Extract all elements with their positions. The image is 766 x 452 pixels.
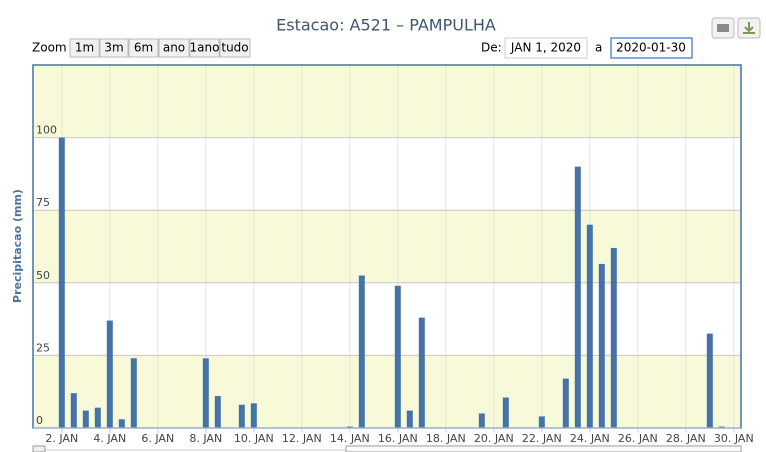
bar	[82, 410, 89, 428]
x-tick-label: 20. JAN	[474, 432, 514, 445]
x-tick-label: 14. JAN	[330, 432, 370, 445]
zoom-button-label: 6m	[134, 41, 153, 55]
x-tick-label: 16. JAN	[378, 432, 418, 445]
zoom-button-label: 3m	[104, 41, 123, 55]
y-tick-label: 25	[36, 341, 50, 354]
plot-band	[33, 210, 741, 283]
bar	[574, 166, 581, 428]
bar	[586, 224, 593, 428]
zoom-button[interactable]	[99, 38, 129, 58]
bar	[406, 410, 413, 428]
y-tick-label: 100	[36, 124, 57, 137]
bar	[598, 263, 605, 428]
navigator	[32, 445, 742, 452]
x-tick-label: 2. JAN	[45, 432, 78, 445]
zoom-button[interactable]	[69, 38, 100, 58]
x-tick-label: 12. JAN	[282, 432, 322, 445]
y-axis-label: Precipitacao (mm)	[11, 189, 24, 303]
zoom-button[interactable]	[158, 38, 190, 58]
export-buttons	[711, 17, 761, 39]
to-input[interactable]	[610, 37, 693, 59]
bar	[358, 275, 365, 428]
bar	[538, 416, 545, 428]
zoom-label: Zoom	[32, 41, 67, 55]
to-label: a	[595, 41, 602, 55]
bar	[70, 393, 77, 428]
bar	[478, 413, 485, 428]
x-tick-label: 26. JAN	[618, 432, 658, 445]
from-value: JAN 1, 2020	[510, 41, 581, 55]
zoom-button[interactable]	[219, 38, 251, 58]
from-label: De:	[481, 41, 502, 55]
plot-band	[33, 65, 741, 138]
y-tick-label: 50	[36, 269, 50, 282]
bar	[214, 396, 221, 428]
chart-title: Estacao: A521 – PAMPULHA	[276, 16, 496, 35]
navigator-scrollbar[interactable]	[345, 445, 742, 452]
export-icon	[743, 22, 755, 34]
from-input[interactable]	[504, 37, 588, 59]
x-tick-label: 8. JAN	[189, 432, 222, 445]
bar	[118, 419, 125, 428]
x-tick-label: 10. JAN	[234, 432, 274, 445]
bar	[202, 358, 209, 428]
navigator-handle[interactable]	[32, 445, 46, 452]
x-tick-label: 28. JAN	[666, 432, 706, 445]
x-tick-label: 4. JAN	[93, 432, 126, 445]
zoom-button-label: ano	[163, 41, 185, 55]
y-tick-label: 0	[36, 414, 43, 427]
zoom-button-label: 1ano	[190, 41, 220, 55]
bar	[250, 403, 257, 428]
bar	[562, 378, 569, 428]
bar	[502, 397, 509, 428]
bar	[238, 404, 245, 428]
zoom-button[interactable]	[189, 38, 220, 58]
bar	[394, 285, 401, 428]
bar	[706, 333, 713, 428]
plot-band	[33, 355, 741, 428]
print-icon	[717, 24, 729, 32]
zoom-button[interactable]	[128, 38, 159, 58]
bar	[418, 317, 425, 428]
x-tick-label: 22. JAN	[522, 432, 562, 445]
bar	[610, 247, 617, 428]
bar	[58, 137, 65, 428]
x-tick-label: 24. JAN	[570, 432, 610, 445]
zoom-button-label: 1m	[75, 41, 94, 55]
to-value: 2020-01-30	[616, 41, 686, 55]
x-tick-label: 30. JAN	[714, 432, 754, 445]
y-tick-label: 75	[36, 196, 50, 209]
zoom-button-label: tudo	[221, 41, 248, 55]
bar	[106, 320, 113, 428]
bar	[94, 407, 101, 428]
bar	[130, 358, 137, 428]
x-tick-label: 6. JAN	[141, 432, 174, 445]
x-tick-label: 18. JAN	[426, 432, 466, 445]
